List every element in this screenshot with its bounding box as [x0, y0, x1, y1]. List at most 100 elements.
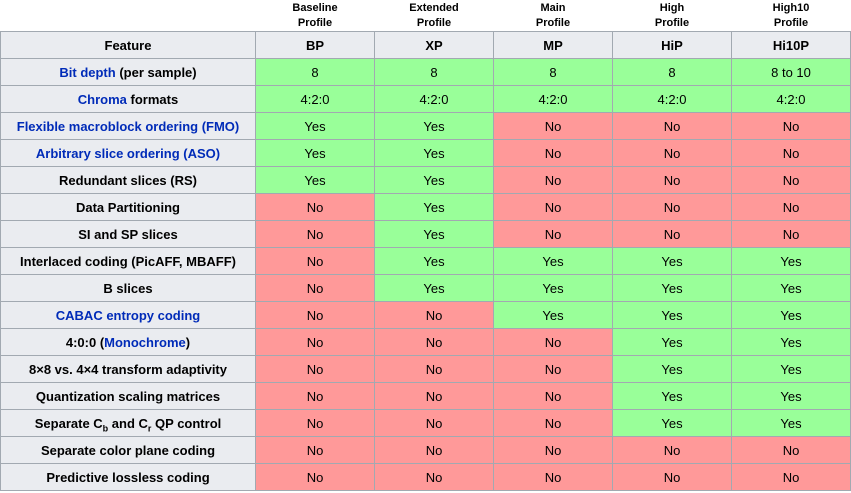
- value-cell-no: No: [731, 112, 851, 140]
- value-cell-no: No: [255, 409, 375, 437]
- value-cell-no: No: [493, 139, 613, 167]
- feature-text: 4:0:0 (: [65, 334, 105, 350]
- feature-row: Quantization scaling matrices No No No Yes Ye…: [0, 382, 851, 410]
- profile-name-hi10p: High10 Profile: [731, 0, 851, 32]
- feature-cell: CABAC entropy coding: [0, 301, 256, 329]
- profile-abbr-header-bp: BP: [255, 31, 375, 59]
- value-cell-yes: Yes: [374, 166, 494, 194]
- feature-text: formats: [126, 91, 179, 107]
- feature-row: Interlaced coding (PicAFF, MBAFF) No Yes Ye…: [0, 247, 851, 275]
- feature-cell: Chroma formats: [0, 85, 256, 113]
- feature-cell: Bit depth (per sample): [0, 58, 256, 86]
- feature-row: Separate color plane coding No No No No No: [0, 436, 851, 464]
- feature-text: Separate color plane coding: [40, 442, 216, 458]
- value-cell-yes: 8 to 10: [731, 58, 851, 86]
- value-cell-no: No: [612, 166, 732, 194]
- value-cell-yes: Yes: [612, 328, 732, 356]
- value-cell-no: No: [255, 328, 375, 356]
- feature-cell: Separate Cb and Cr QP control: [0, 409, 256, 437]
- value-cell-no: No: [612, 193, 732, 221]
- value-cell-no: No: [612, 220, 732, 248]
- feature-cell: B slices: [0, 274, 256, 302]
- feature-cell: Redundant slices (RS): [0, 166, 256, 194]
- value-cell-yes: Yes: [731, 382, 851, 410]
- value-cell-no: No: [612, 139, 732, 167]
- feature-row: SI and SP slices No Yes No No No: [0, 220, 851, 248]
- feature-row: CABAC entropy coding No No Yes Yes Yes: [0, 301, 851, 329]
- feature-cell: Predictive lossless coding: [0, 463, 256, 491]
- value-cell-yes: Yes: [493, 301, 613, 329]
- value-cell-no: No: [493, 382, 613, 410]
- value-cell-yes: Yes: [374, 112, 494, 140]
- value-cell-yes: 4:2:0: [731, 85, 851, 113]
- feature-row: B slices No Yes Yes Yes Yes: [0, 274, 851, 302]
- value-cell-no: No: [255, 301, 375, 329]
- value-cell-no: No: [731, 139, 851, 167]
- feature-cell: Separate color plane coding: [0, 436, 256, 464]
- feature-text: Predictive lossless coding: [46, 469, 210, 485]
- value-cell-no: No: [374, 355, 494, 383]
- feature-text: B slices: [103, 280, 153, 296]
- value-cell-yes: Yes: [612, 301, 732, 329]
- value-cell-yes: 4:2:0: [374, 85, 494, 113]
- value-cell-no: No: [374, 409, 494, 437]
- feature-subscript: r: [147, 423, 152, 434]
- feature-cell: Arbitrary slice ordering (ASO): [0, 139, 256, 167]
- feature-text: 8×8 vs. 4×4 transform adaptivity: [29, 361, 227, 377]
- value-cell-yes: Yes: [374, 193, 494, 221]
- value-cell-no: No: [255, 274, 375, 302]
- value-cell-yes: 4:2:0: [493, 85, 613, 113]
- value-cell-yes: 4:2:0: [255, 85, 375, 113]
- value-cell-yes: Yes: [731, 247, 851, 275]
- value-cell-no: No: [255, 463, 375, 491]
- profile-name-hip: High Profile: [612, 0, 732, 32]
- feature-row: Data Partitioning No Yes No No No: [0, 193, 851, 221]
- feature-cell: Flexible macroblock ordering (FMO): [0, 112, 256, 140]
- value-cell-yes: 4:2:0: [612, 85, 732, 113]
- value-cell-no: No: [612, 463, 732, 491]
- feature-text: ): [185, 334, 191, 350]
- value-cell-yes: Yes: [731, 409, 851, 437]
- feature-row: Flexible macroblock ordering (FMO) Yes Yes…: [0, 112, 851, 140]
- feature-text: Separate C: [34, 415, 103, 431]
- profile-name-bp: Baseline Profile: [255, 0, 375, 32]
- value-cell-yes: 8: [255, 58, 375, 86]
- value-cell-yes: 8: [493, 58, 613, 86]
- profile-name-mp: Main Profile: [493, 0, 613, 32]
- value-cell-no: No: [374, 382, 494, 410]
- profile-abbr-header-hi10p: Hi10P: [731, 31, 851, 59]
- value-cell-no: No: [255, 355, 375, 383]
- feature-link[interactable]: Flexible macroblock ordering (FMO): [16, 118, 240, 134]
- value-cell-yes: Yes: [612, 274, 732, 302]
- feature-row: Predictive lossless coding No No No No No: [0, 463, 851, 491]
- value-cell-no: No: [255, 382, 375, 410]
- feature-text: (per sample): [115, 64, 197, 80]
- feature-link[interactable]: Arbitrary slice ordering (ASO): [35, 145, 221, 161]
- value-cell-yes: Yes: [612, 382, 732, 410]
- value-cell-yes: Yes: [493, 274, 613, 302]
- feature-link[interactable]: Monochrome: [104, 334, 186, 350]
- value-cell-yes: Yes: [255, 112, 375, 140]
- value-cell-yes: Yes: [612, 355, 732, 383]
- value-cell-no: No: [493, 193, 613, 221]
- value-cell-yes: Yes: [374, 247, 494, 275]
- value-cell-no: No: [493, 220, 613, 248]
- value-cell-yes: 8: [612, 58, 732, 86]
- value-cell-no: No: [731, 463, 851, 491]
- feature-row: Bit depth (per sample) 8 8 8 8 8 to 10: [0, 58, 851, 86]
- feature-link[interactable]: Bit depth: [59, 64, 116, 80]
- value-cell-no: No: [255, 436, 375, 464]
- feature-text: Interlaced coding (PicAFF, MBAFF): [20, 253, 236, 269]
- feature-cell: Interlaced coding (PicAFF, MBAFF): [0, 247, 256, 275]
- value-cell-yes: Yes: [731, 301, 851, 329]
- value-cell-no: No: [493, 112, 613, 140]
- profile-abbr-header-mp: MP: [493, 31, 613, 59]
- feature-link[interactable]: Chroma: [77, 91, 127, 107]
- value-cell-yes: Yes: [612, 409, 732, 437]
- value-cell-no: No: [493, 436, 613, 464]
- feature-cell: SI and SP slices: [0, 220, 256, 248]
- feature-link[interactable]: CABAC entropy coding: [55, 307, 201, 323]
- value-cell-no: No: [731, 193, 851, 221]
- toplabels-corner-spacer: [0, 0, 256, 32]
